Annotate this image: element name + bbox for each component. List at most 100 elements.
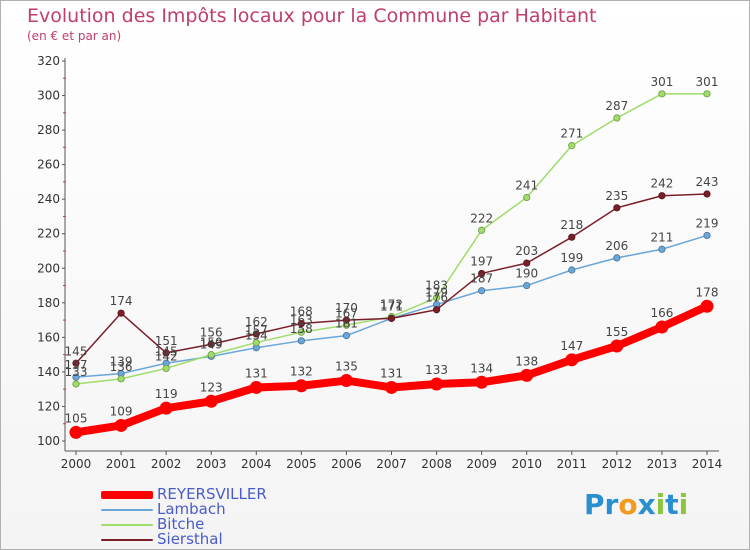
data-point-siersthal: [342, 316, 351, 324]
legend-label-bitche: Bitche: [157, 515, 205, 533]
legend-item-lambach: Lambach: [101, 502, 267, 517]
data-label-siersthal: 168: [290, 305, 313, 319]
data-point-lambach: [613, 254, 621, 262]
data-label-lambach: 171: [380, 299, 403, 313]
data-label-reyersviller: 109: [110, 404, 133, 418]
data-point-siersthal: [117, 309, 125, 317]
legend-swatch-reyersviller: [101, 490, 153, 499]
data-point-siersthal: [658, 192, 666, 200]
x-tick-label: 2000: [61, 457, 92, 471]
data-point-lambach: [568, 266, 576, 274]
legend-item-bitche: Bitche: [101, 517, 267, 532]
data-label-siersthal: 176: [425, 291, 448, 305]
data-point-reyersviller: [655, 320, 669, 334]
y-tick-label: 200: [37, 261, 60, 275]
data-label-lambach: 219: [696, 216, 719, 230]
legend-label-lambach: Lambach: [157, 500, 226, 518]
data-point-reyersviller: [294, 379, 308, 393]
data-label-reyersviller: 131: [245, 366, 268, 380]
x-tick-label: 2001: [106, 457, 137, 471]
data-label-lambach: 137: [65, 358, 88, 372]
x-tick-label: 2012: [602, 457, 633, 471]
data-label-reyersviller: 119: [155, 387, 178, 401]
data-label-reyersviller: 105: [65, 411, 88, 425]
data-point-bitche: [523, 193, 531, 202]
data-label-siersthal: 171: [380, 299, 403, 313]
data-point-reyersviller: [385, 380, 398, 394]
data-label-bitche: 136: [110, 360, 133, 374]
data-point-reyersviller: [114, 418, 128, 432]
chart-legend: REYERSVILLER Lambach Bitche Siersthal: [101, 487, 267, 547]
data-point-lambach: [523, 281, 531, 290]
data-label-siersthal: 156: [200, 325, 223, 339]
data-label-bitche: 142: [155, 349, 178, 363]
logo-letter: P: [584, 488, 605, 521]
data-label-siersthal: 243: [696, 175, 719, 189]
data-point-siersthal: [297, 319, 305, 328]
data-point-lambach: [297, 337, 305, 345]
y-tick-label: 140: [37, 365, 60, 379]
legend-item-reyersviller: REYERSVILLER: [101, 487, 267, 502]
data-point-bitche: [432, 294, 441, 302]
data-label-bitche: 163: [290, 313, 313, 327]
x-tick-label: 2006: [331, 457, 362, 471]
data-label-reyersviller: 132: [290, 365, 313, 379]
data-point-lambach: [703, 231, 711, 240]
data-point-reyersviller: [204, 394, 218, 408]
data-label-bitche: 157: [245, 324, 268, 338]
x-tick-label: 2003: [196, 457, 227, 471]
data-point-bitche: [117, 375, 125, 383]
data-label-siersthal: 151: [155, 334, 178, 348]
data-label-reyersviller: 135: [335, 360, 358, 374]
data-point-bitche: [162, 364, 170, 373]
data-point-siersthal: [523, 259, 531, 267]
logo-letter: i: [655, 488, 666, 521]
data-label-reyersviller: 133: [425, 363, 448, 377]
data-point-bitche: [658, 90, 666, 98]
data-label-lambach: 161: [335, 317, 358, 331]
y-tick-label: 320: [37, 54, 60, 68]
data-label-reyersviller: 131: [380, 366, 403, 380]
data-label-reyersviller: 155: [605, 325, 628, 339]
y-tick-label: 180: [37, 296, 60, 310]
data-point-bitche: [568, 142, 576, 150]
data-point-reyersviller: [69, 425, 83, 439]
y-tick-label: 240: [37, 192, 60, 206]
data-label-bitche: 183: [425, 279, 448, 293]
data-point-bitche: [72, 380, 80, 388]
data-label-bitche: 167: [335, 306, 358, 320]
data-label-lambach: 139: [110, 355, 133, 369]
logo-letter: r: [604, 488, 619, 521]
data-label-lambach: 199: [560, 251, 583, 265]
data-label-lambach: 179: [425, 286, 448, 300]
y-tick-label: 120: [37, 399, 60, 413]
data-point-bitche: [207, 351, 215, 359]
x-tick-label: 2008: [421, 457, 452, 471]
data-label-bitche: 150: [200, 336, 223, 350]
data-label-bitche: 287: [605, 99, 628, 113]
x-tick-label: 2013: [647, 457, 678, 471]
data-label-reyersviller: 147: [560, 339, 583, 353]
data-point-reyersviller: [565, 353, 579, 367]
data-label-lambach: 158: [290, 322, 313, 336]
x-tick-label: 2002: [151, 457, 182, 471]
data-point-reyersviller: [339, 374, 353, 388]
data-label-bitche: 172: [380, 298, 403, 312]
data-point-reyersviller: [249, 380, 263, 394]
y-tick-label: 100: [37, 434, 60, 448]
data-label-bitche: 301: [650, 75, 673, 89]
data-label-reyersviller: 123: [200, 380, 223, 394]
x-tick-label: 2011: [557, 457, 588, 471]
data-point-bitche: [252, 338, 260, 347]
data-point-lambach: [72, 373, 80, 381]
data-label-lambach: 145: [155, 344, 178, 358]
data-label-siersthal: 145: [65, 344, 88, 358]
data-label-bitche: 301: [696, 75, 719, 89]
data-point-reyersviller: [475, 375, 489, 389]
data-label-reyersviller: 166: [650, 306, 673, 320]
data-point-bitche: [297, 328, 305, 336]
data-point-siersthal: [72, 359, 80, 367]
data-point-siersthal: [432, 306, 441, 314]
